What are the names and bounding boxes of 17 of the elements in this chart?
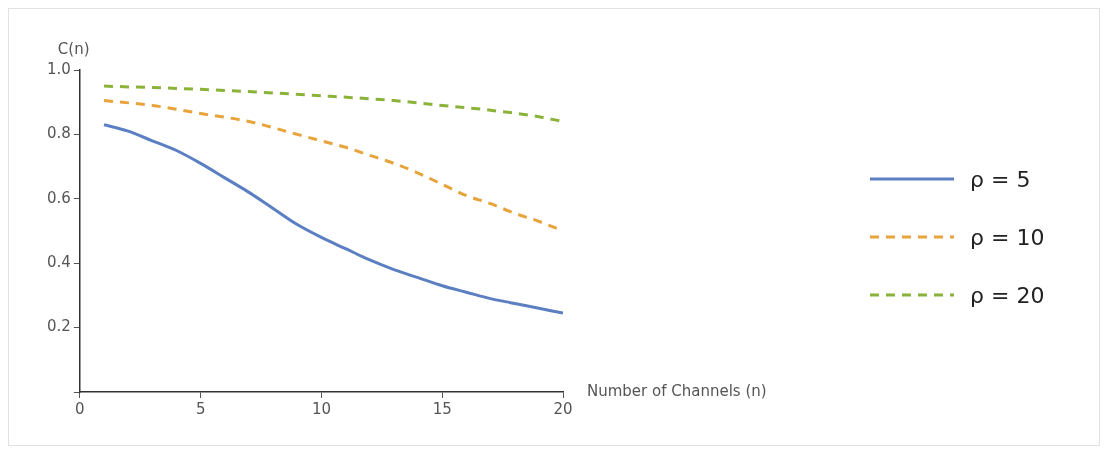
x-tick-label: 5 bbox=[195, 399, 206, 418]
y-tick-label: 0.4 bbox=[47, 253, 71, 272]
x-tick-label: 10 bbox=[311, 399, 331, 418]
line-series bbox=[102, 123, 563, 315]
x-tick-label: 0 bbox=[75, 399, 85, 418]
legend-label: ρ = 10 bbox=[970, 224, 1045, 250]
x-tick-label: 20 bbox=[553, 399, 573, 418]
y-tick-label: 0.6 bbox=[47, 188, 71, 207]
x-tick-label: 15 bbox=[432, 399, 452, 418]
legend-label: ρ = 20 bbox=[970, 282, 1045, 308]
x-axis-title: Number of Channels (n) bbox=[587, 381, 767, 400]
y-axis-title: C(n) bbox=[57, 40, 90, 59]
y-tick-label: 0.2 bbox=[47, 317, 71, 336]
legend-label: ρ = 5 bbox=[970, 166, 1031, 192]
y-tick-label: 0.8 bbox=[47, 124, 71, 143]
line-series bbox=[102, 84, 563, 124]
y-tick-label: 1.0 bbox=[47, 59, 71, 78]
